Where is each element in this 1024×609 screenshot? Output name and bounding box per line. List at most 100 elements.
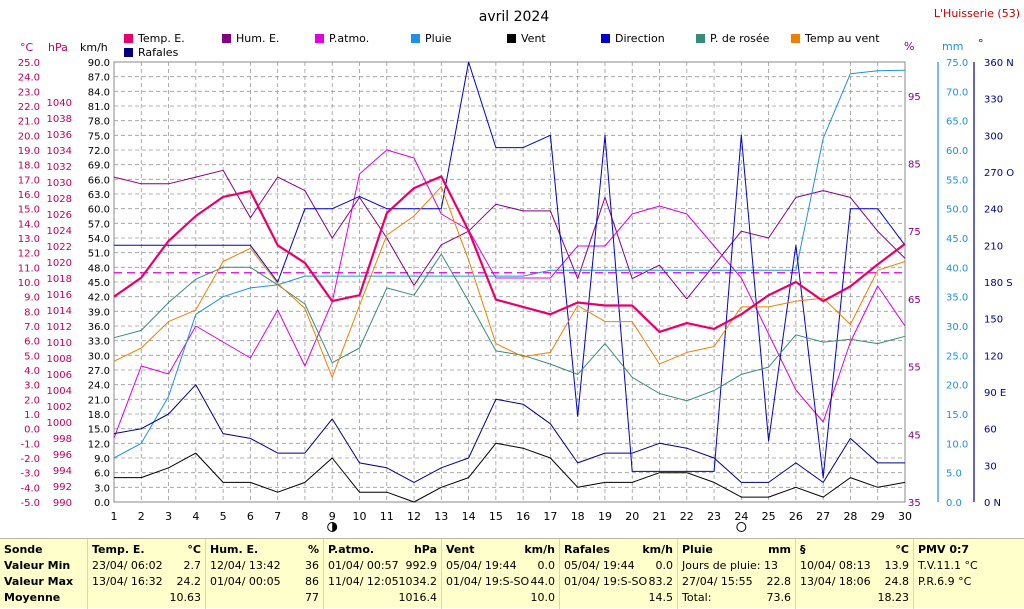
stats-raf-max-val: 83.2 [648,575,674,588]
hum-tick-label: 45 [908,430,921,441]
stats-patmo-mean: 1016.4 [398,591,438,604]
stats-temp-unit: °C [187,543,201,556]
mm-tick-label: 15.0 [946,410,968,421]
stats-label-min: Valeur Min [4,559,71,572]
x-tick-label: 17 [543,510,557,523]
stats-rafales: Rafales km/h 05/04/ 19:44 0.0 01/04/ 19:S-… [560,539,678,609]
hpa-tick-label: 1018 [47,274,72,285]
deg-tick-label: 180 S [984,278,1013,289]
kmh-tick-label: 69.0 [88,161,110,172]
stats-sect-unit: °C [895,543,909,556]
hpa-tick-label: 1012 [47,322,72,333]
x-tick-label: 4 [192,510,199,523]
deg-tick-label: 90 E [984,388,1006,399]
x-tick-label: 24 [734,510,748,523]
chart-title: avril 2024 [479,9,550,25]
kmh-tick-label: 66.0 [88,175,110,186]
hum-tick-label: 85 [908,160,921,171]
mm-tick-label: 40.0 [946,263,968,274]
temp-tick-label: 15.0 [18,205,40,216]
stats-hum: Hum. E.% 12/04/ 13:42 36 01/04/ 00:05 86 7… [206,539,324,609]
stats-raf-min-date: 05/04/ [564,559,600,572]
temp-tick-label: -5.0 [20,498,40,509]
temp-tick-label: 14.0 [18,219,40,230]
stats-vent-min-time: 19:44 [484,559,517,572]
stats-temp-max-val: 24.2 [176,575,202,588]
deg-tick-label: 120 [984,351,1003,362]
stats-temp-header: Temp. E. [92,543,145,556]
stats-pluie-max-val: 22.8 [766,575,792,588]
temp-tick-label: 18.0 [18,161,40,172]
deg-tick-label: 270 O [984,168,1014,179]
x-tick-label: 21 [653,510,667,523]
hum-tick-label: 95 [908,92,921,103]
stats-raf-unit: km/h [642,543,673,556]
temp-tick-label: -3.0 [20,469,40,480]
hum-tick-label: 75 [908,227,921,238]
series-direction-line [114,61,906,479]
deg-axis-unit: ° [978,37,984,50]
hpa-tick-label: 1022 [47,242,72,253]
x-tick-label: 25 [762,510,776,523]
temp-tick-label: 24.0 [18,73,40,84]
x-tick-label: 8 [301,510,308,523]
hpa-tick-label: 1028 [47,194,72,205]
series-temp-e-line [113,175,906,333]
mm-tick-label: 50.0 [946,205,968,216]
stats-pluie-header: Pluie [682,543,713,556]
kmh-tick-label: 48.0 [88,263,110,274]
mm-tick-label: 75.0 [946,58,968,69]
stats-vent-max-date: 01/04/ [446,575,482,588]
hpa-tick-label: 996 [53,450,72,461]
stats-sect-max-date: 13/04/ [800,575,836,588]
mm-tick-label: 20.0 [946,381,968,392]
stats-pluie-unit: mm [768,543,791,556]
mm-tick-label: 45.0 [946,234,968,245]
x-tick-label: 28 [843,510,857,523]
legend-swatch [411,34,420,43]
kmh-tick-label: 6.0 [94,469,110,480]
x-tick-label: 22 [680,510,694,523]
hpa-tick-label: 1006 [47,370,72,381]
stats-raf-max-date: 01/04/ [564,575,600,588]
stats-patmo: P.atmo. hPa 01/04/ 00:57 992.9 11/04/ 12:0… [324,539,442,609]
kmh-tick-label: 84.0 [88,87,110,98]
legend-swatch [315,34,324,43]
x-tick-label: 1 [111,510,118,523]
hpa-axis-unit: hPa [48,41,68,54]
kmh-tick-label: 90.0 [88,58,110,69]
x-tick-label: 6 [247,510,254,523]
stats-hum-max-time: 00:05 [248,575,281,588]
hum-tick-label: 35 [908,498,921,509]
deg-tick-label: 240 [984,205,1003,216]
stats-sect-max-time: 18:06 [838,575,871,588]
legend-label: Pluie [425,32,452,45]
kmh-tick-label: 18.0 [88,410,110,421]
stats-pluie: Pluie mm Jours de pluie: 13 27/04/ 15:55 2… [678,539,796,609]
legend-swatch [601,34,610,43]
kmh-tick-label: 30.0 [88,351,110,362]
stats-vent-max-val: 44.0 [530,575,556,588]
stats-hum-header: Hum. E. [210,543,259,556]
stats-hum-min-date: 12/04/ [210,559,246,572]
legend-label: P.atmo. [329,32,369,45]
hpa-tick-label: 1008 [47,354,72,365]
stats-sect-min-time: 08:13 [838,559,871,572]
stats-hum-unit: % [307,543,319,556]
stats-hum-max-date: 01/04/ [210,575,246,588]
x-tick-label: 14 [462,510,476,523]
stats-hum-min-val: 36 [305,559,319,572]
hpa-tick-label: 1000 [47,418,72,429]
legend-swatch [222,34,231,43]
legend-label: Direction [615,32,665,45]
deg-tick-label: 210 [984,241,1003,252]
series-pluie-line [113,69,906,459]
mm-axis-unit: mm [942,40,963,53]
x-tick-label: 26 [789,510,803,523]
station-name: L'Huisserie (53) [934,7,1020,20]
stats-vent: Vent km/h 05/04/ 19:44 0.0 01/04/ 19:S-SO 4… [442,539,560,609]
legend-swatch [124,48,133,57]
stats-raf-header: Rafales [564,543,610,556]
kmh-tick-label: 9.0 [94,454,110,465]
mm-tick-label: 60.0 [946,146,968,157]
